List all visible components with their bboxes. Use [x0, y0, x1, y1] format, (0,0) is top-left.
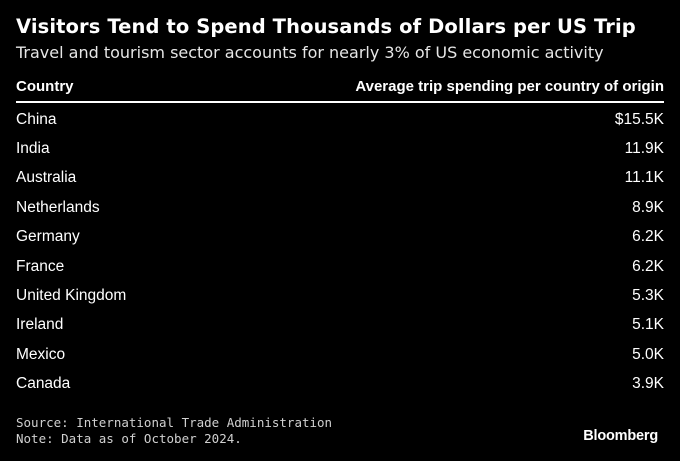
column-header-country: Country [16, 78, 74, 95]
country-cell: Ireland [16, 316, 64, 334]
spending-value-cell: 5.0K [632, 345, 664, 363]
spending-value-cell: 11.9K [624, 140, 664, 158]
table-header: Country Average trip spending per countr… [16, 74, 664, 103]
footer-notes: Source: International Trade Administrati… [16, 415, 332, 447]
table-row: China $15.5K [16, 105, 664, 134]
spending-value-cell: 6.2K [632, 228, 664, 246]
chart-title: Visitors Tend to Spend Thousands of Doll… [16, 15, 636, 38]
table-row: Canada 3.9K [16, 370, 664, 399]
source-note: Source: International Trade Administrati… [16, 415, 333, 430]
country-cell: France [16, 257, 65, 275]
table-row: Ireland 5.1K [16, 311, 664, 340]
country-cell: United Kingdom [16, 287, 127, 305]
spending-value-cell: 5.3K [632, 287, 664, 305]
column-header-spending: Average trip spending per country of ori… [355, 78, 664, 95]
table-row: Germany 6.2K [16, 223, 664, 252]
spending-value-cell: 6.2K [632, 257, 664, 275]
table-row: Mexico 5.0K [16, 340, 664, 369]
country-cell: Germany [16, 228, 80, 246]
country-cell: Australia [16, 169, 77, 187]
spending-value-cell: 11.1K [624, 169, 664, 187]
table-row: United Kingdom 5.3K [16, 281, 664, 310]
data-note: Note: Data as of October 2024. [16, 431, 242, 446]
table-row: Netherlands 8.9K [16, 193, 664, 222]
table-row: Australia 11.1K [16, 164, 664, 193]
country-cell: Canada [16, 375, 71, 393]
table-row: India 11.9K [16, 134, 664, 163]
spending-value-cell: 3.9K [632, 375, 664, 393]
spending-value-cell: 8.9K [632, 198, 664, 216]
table-row: France 6.2K [16, 252, 664, 281]
country-cell: India [16, 140, 50, 158]
chart-subtitle: Travel and tourism sector accounts for n… [16, 43, 604, 62]
country-cell: Netherlands [16, 198, 100, 216]
data-table: Country Average trip spending per countr… [16, 74, 664, 399]
spending-value-cell: 5.1K [632, 316, 664, 334]
country-cell: China [16, 110, 57, 128]
country-cell: Mexico [16, 345, 66, 363]
spending-value-cell: $15.5K [614, 110, 664, 128]
bloomberg-logo: Bloomberg [583, 428, 658, 444]
table-body: China $15.5K India 11.9K Australia 11.1K Nethe… [16, 105, 664, 399]
